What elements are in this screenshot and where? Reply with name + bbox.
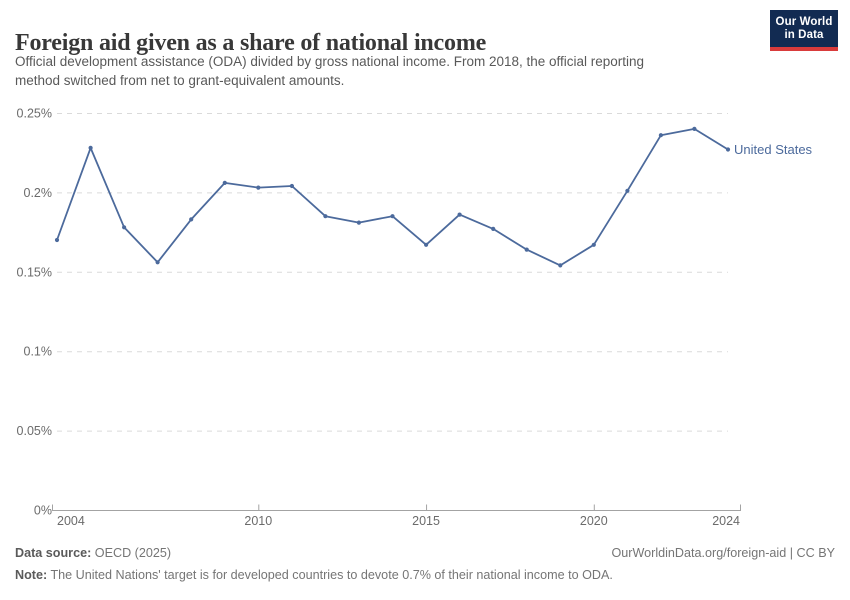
data-source-label: Data source: xyxy=(15,546,92,560)
data-point-marker xyxy=(54,237,60,243)
data-point-marker xyxy=(424,242,429,247)
chart-subtitle-line1: Official development assistance (ODA) di… xyxy=(15,54,645,69)
data-source-text: Data source: OECD (2025) xyxy=(15,546,171,560)
data-point-marker xyxy=(256,185,261,190)
data-point-marker xyxy=(625,188,630,193)
data-source-value: OECD (2025) xyxy=(91,546,172,560)
chart-subtitle-line2: method switched from net to grant-equiva… xyxy=(15,73,345,88)
owid-url-link[interactable]: OurWorldinData.org/foreign-aid | CC BY xyxy=(611,546,835,560)
owid-logo: Our World in Data xyxy=(770,10,838,51)
data-point-marker xyxy=(323,214,328,219)
y-axis-tick-label: 0.1% xyxy=(24,345,53,359)
data-point-marker xyxy=(289,183,294,189)
x-axis-tick-label: 2015 xyxy=(412,514,440,528)
owid-logo-line1: Our World xyxy=(775,15,833,28)
x-axis-line xyxy=(52,504,741,511)
y-axis-tick-label: 0.2% xyxy=(24,186,53,200)
chart-subtitle: Official development assistance (ODA) di… xyxy=(15,52,725,90)
y-axis-tick-label: 0.15% xyxy=(17,265,52,279)
note-label: Note: xyxy=(15,568,48,582)
page-title: Foreign aid given as a share of national… xyxy=(15,30,487,57)
note-value: The United Nations' target is for develo… xyxy=(47,568,613,582)
data-point-marker xyxy=(658,133,664,138)
data-point-marker xyxy=(457,212,462,217)
data-point-marker xyxy=(155,260,160,265)
x-axis-tick-label: 2024 xyxy=(712,514,740,528)
data-point-marker xyxy=(725,147,731,152)
y-axis-tick-label: 0.25% xyxy=(17,107,52,121)
data-point-marker xyxy=(524,247,529,252)
footer-source-row: Data source: OECD (2025) OurWorldinData.… xyxy=(15,546,835,560)
data-point-marker xyxy=(88,145,93,150)
data-point-marker xyxy=(390,214,395,219)
x-axis-tick-label: 2010 xyxy=(244,514,272,528)
data-line xyxy=(56,127,729,267)
y-axis-tick-label: 0.05% xyxy=(17,424,52,438)
data-point-marker xyxy=(122,225,127,230)
data-point-marker xyxy=(692,126,697,131)
data-point-marker xyxy=(558,263,563,268)
footer-note-row: Note: The United Nations' target is for … xyxy=(15,568,835,582)
data-point-marker xyxy=(356,220,361,225)
data-point-marker xyxy=(591,242,596,247)
series-end-label: United States xyxy=(734,142,813,157)
y-axis-tick-label: 0% xyxy=(34,504,52,518)
x-axis-tick-label: 2004 xyxy=(57,514,85,528)
x-axis-tick-label: 2020 xyxy=(580,514,608,528)
data-point-marker xyxy=(222,180,227,185)
data-point-marker xyxy=(189,217,194,222)
owid-logo-line2: in Data xyxy=(784,28,824,41)
data-point-marker xyxy=(491,226,496,231)
